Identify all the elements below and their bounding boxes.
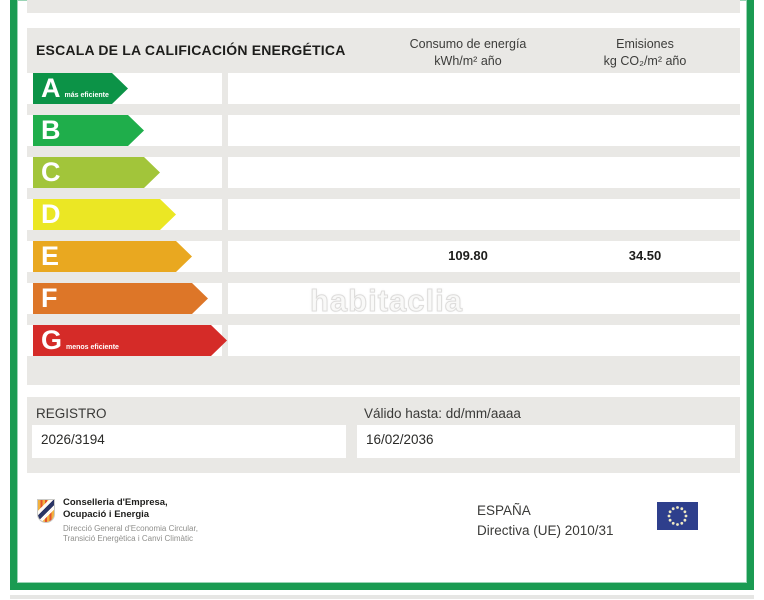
rating-values-cell-g bbox=[228, 325, 740, 356]
rating-values-cell-e: 109.80 34.50 bbox=[228, 241, 740, 272]
rating-values-cell-c bbox=[228, 157, 740, 188]
valido-hasta-label: Válido hasta: dd/mm/aaaa bbox=[364, 406, 521, 421]
rating-arrow-c-icon: C bbox=[33, 157, 160, 188]
rating-arrow-e-icon: E bbox=[33, 241, 192, 272]
rating-values-cell-f bbox=[228, 283, 740, 314]
rating-letter: C bbox=[41, 157, 61, 188]
rating-row-d: D bbox=[27, 199, 740, 230]
rating-row-f: F bbox=[27, 283, 740, 314]
dept-line1: Direcció General d'Economia Circular, bbox=[63, 523, 198, 533]
rating-row-e: E 109.80 34.50 bbox=[27, 241, 740, 272]
rating-letter: E bbox=[41, 241, 60, 272]
rating-cell-c: C bbox=[27, 157, 222, 188]
consumo-header-line1: Consumo de energía bbox=[409, 37, 527, 51]
rating-note: menos eficiente bbox=[66, 344, 119, 351]
rating-arrow-b-icon: B bbox=[33, 115, 144, 146]
country-label: ESPAÑA bbox=[477, 503, 531, 518]
dept-line2: Transició Energètica i Canvi Climàtic bbox=[63, 534, 193, 544]
column-header-emisiones: Emisiones kg CO₂/m² año bbox=[555, 36, 735, 70]
conselleria-logo-block: Conselleria d'Empresa, Ocupació i Energi… bbox=[37, 497, 198, 544]
scale-title: ESCALA DE LA CALIFICACIÓN ENERGÉTICA bbox=[36, 42, 346, 58]
consumo-header-line2: kWh/m² año bbox=[434, 53, 502, 68]
rating-letter: F bbox=[41, 283, 58, 314]
registro-label: REGISTRO bbox=[36, 406, 107, 421]
emisiones-value: 34.50 bbox=[628, 248, 662, 263]
rating-row-b: B bbox=[27, 115, 740, 146]
org-name-line1: Conselleria d'Empresa, bbox=[63, 497, 168, 508]
rating-row-g: G menos eficiente bbox=[27, 325, 740, 356]
dept-name: Direcció General d'Economia Circular, Tr… bbox=[63, 524, 198, 545]
country-directive-block: ESPAÑA Directiva (UE) 2010/31 bbox=[477, 501, 614, 542]
rating-letter: G bbox=[41, 325, 63, 356]
page-bottom-edge bbox=[10, 595, 754, 599]
rating-row-c: C bbox=[27, 157, 740, 188]
rating-arrow-f-icon: F bbox=[33, 283, 208, 314]
rating-arrow-d-icon: D bbox=[33, 199, 176, 230]
rating-cell-e: E bbox=[27, 241, 222, 272]
valido-hasta-field: 16/02/2036 bbox=[357, 425, 735, 458]
rating-note: más eficiente bbox=[64, 92, 109, 99]
rating-arrow-g-icon: G menos eficiente bbox=[33, 325, 227, 356]
certificate-green-frame bbox=[10, 0, 754, 590]
registro-number-field: 2026/3194 bbox=[32, 425, 346, 458]
rating-cell-b: B bbox=[27, 115, 222, 146]
org-name-line2: Ocupació i Energia bbox=[63, 509, 150, 521]
rating-letter: D bbox=[41, 199, 61, 230]
emisiones-header-line1: Emisiones bbox=[616, 37, 674, 51]
habitaclia-watermark: habitaclia bbox=[310, 283, 463, 319]
consumo-value: 109.80 bbox=[448, 248, 488, 263]
rating-cell-d: D bbox=[27, 199, 222, 230]
eu-flag-icon bbox=[657, 502, 698, 530]
conselleria-text: Conselleria d'Empresa, Ocupació i Energi… bbox=[63, 497, 198, 544]
rating-values-cell-a bbox=[228, 73, 740, 104]
rating-cell-f: F bbox=[27, 283, 222, 314]
registro-panel: REGISTRO Válido hasta: dd/mm/aaaa 2026/3… bbox=[27, 397, 740, 473]
directive-label: Directiva (UE) 2010/31 bbox=[477, 523, 614, 539]
rating-scale-panel: ESCALA DE LA CALIFICACIÓN ENERGÉTICA Con… bbox=[27, 28, 740, 385]
rating-row-a: A más eficiente bbox=[27, 73, 740, 104]
top-cutoff-panel bbox=[27, 0, 740, 13]
balearic-shield-icon bbox=[37, 499, 55, 523]
emisiones-header-line2: kg CO₂/m² año bbox=[603, 53, 687, 68]
rating-letter: A bbox=[41, 73, 61, 104]
column-header-consumo: Consumo de energía kWh/m² año bbox=[383, 36, 553, 70]
rating-values-cell-d bbox=[228, 199, 740, 230]
rating-letter: B bbox=[41, 115, 61, 146]
rating-cell-a: A más eficiente bbox=[27, 73, 222, 104]
rating-cell-g: G menos eficiente bbox=[27, 325, 222, 356]
rating-arrow-a-icon: A más eficiente bbox=[33, 73, 128, 104]
rating-values-cell-b bbox=[228, 115, 740, 146]
